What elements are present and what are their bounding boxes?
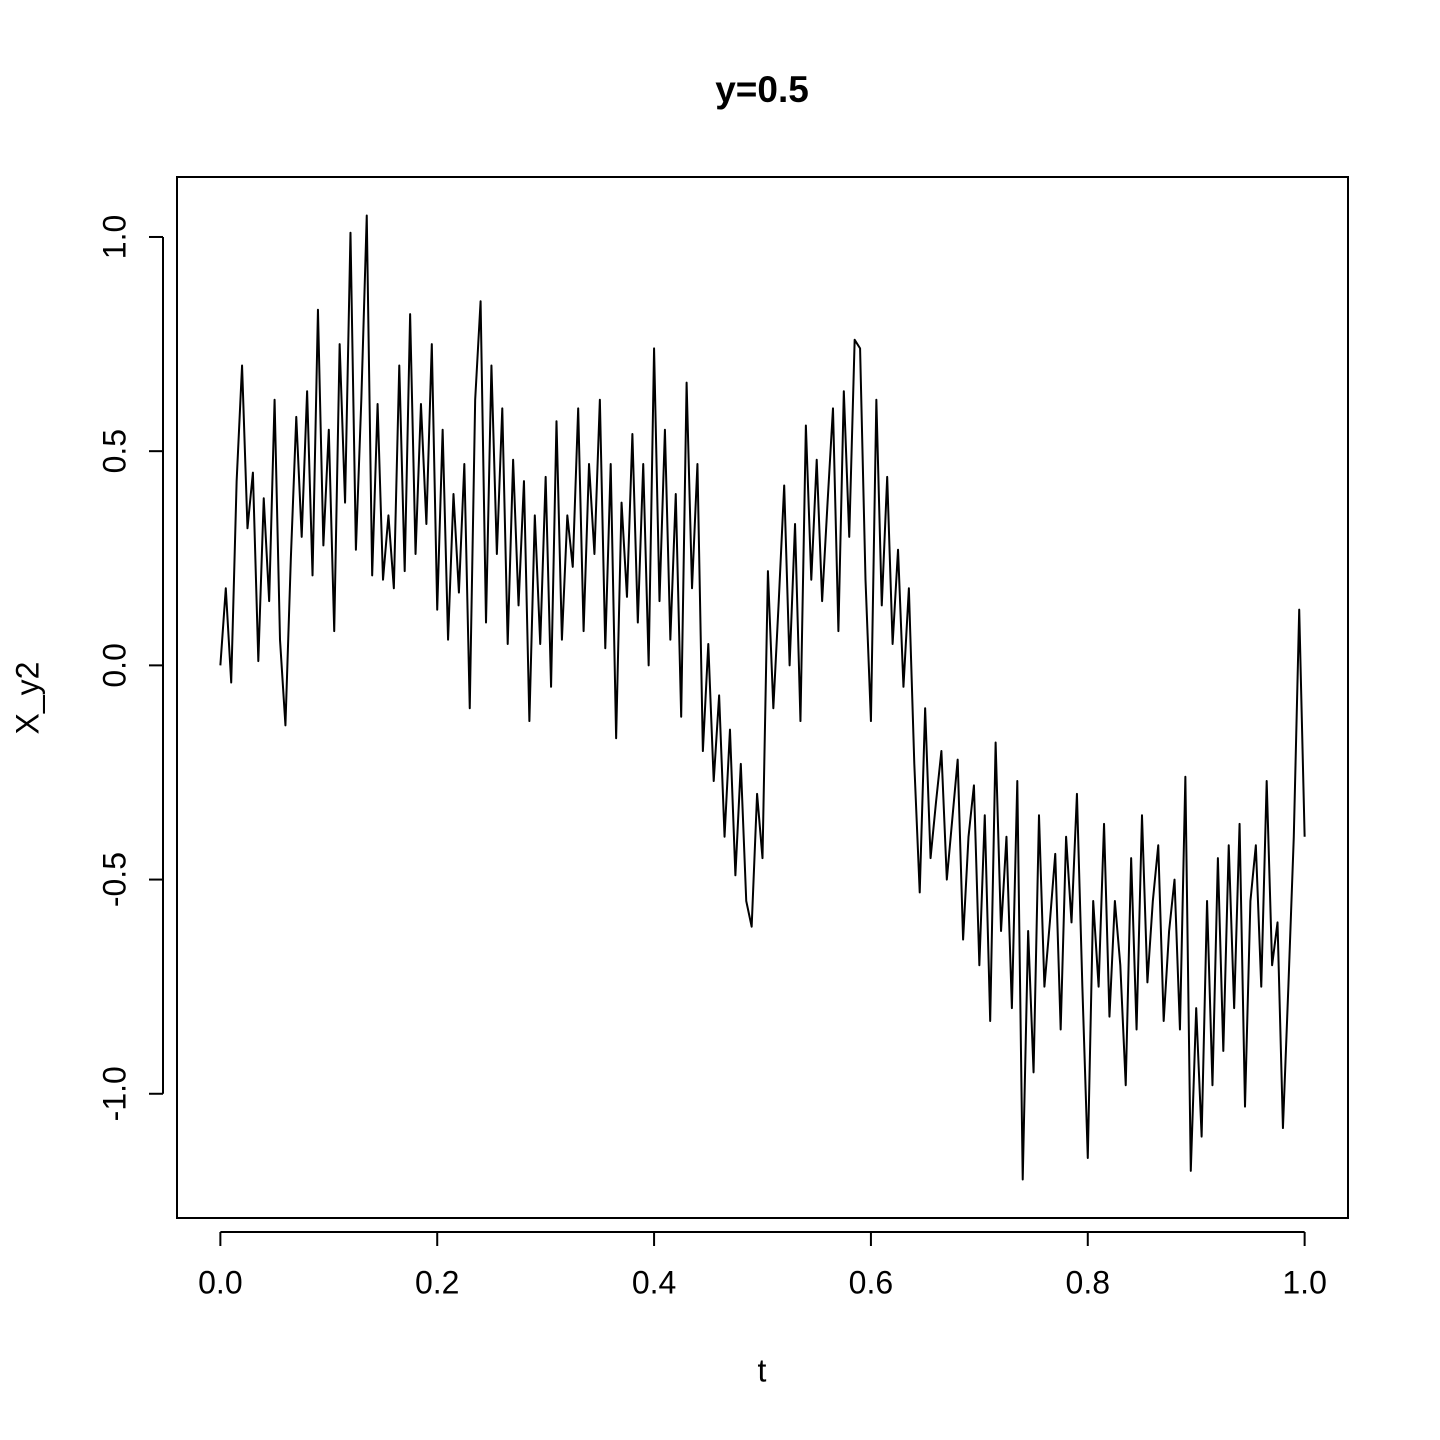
- data-line: [219, 214, 1306, 1181]
- y-tick-label: 1.0: [96, 215, 132, 259]
- x-tick-label: 0.4: [632, 1264, 676, 1300]
- x-tick-label: 0.0: [198, 1264, 242, 1300]
- x-tick-label: 1.0: [1282, 1264, 1326, 1300]
- x-tick-label: 0.8: [1066, 1264, 1110, 1300]
- x-axis-label: t: [758, 1352, 767, 1388]
- y-tick-label: -0.5: [96, 852, 132, 907]
- plot-box: [176, 176, 1349, 1219]
- y-axis-label: X_y2: [9, 662, 45, 735]
- y-tick-label: -1.0: [96, 1066, 132, 1121]
- chart-title: y=0.5: [715, 69, 809, 110]
- x-tick-label: 0.6: [849, 1264, 893, 1300]
- x-tick-label: 0.2: [415, 1264, 459, 1300]
- y-tick-label: 0.5: [96, 429, 132, 473]
- y-tick-label: 0.0: [96, 643, 132, 687]
